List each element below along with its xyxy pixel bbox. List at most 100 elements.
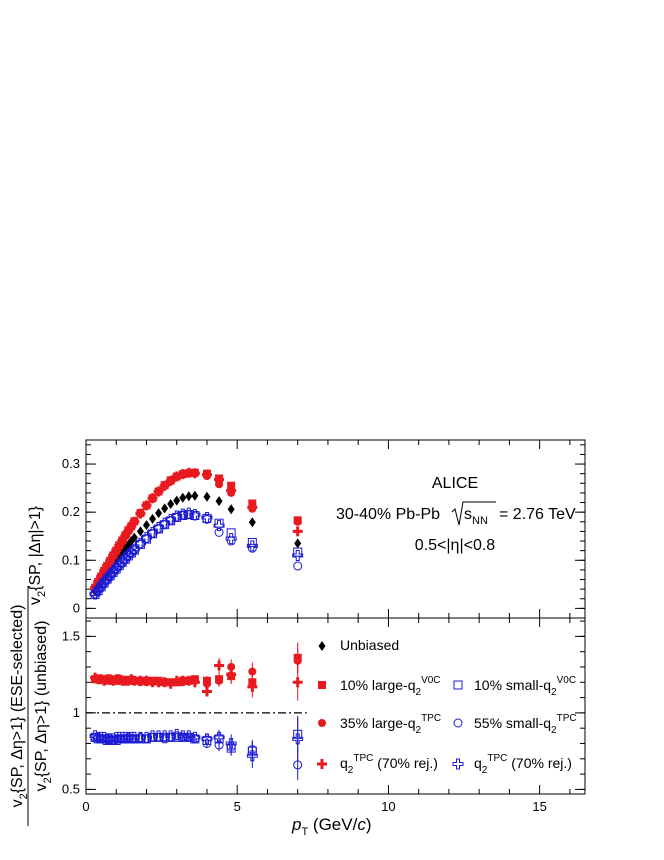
bottom-data-point xyxy=(293,760,303,770)
annotation-energy: = 2.76 TeV xyxy=(499,506,576,523)
top-data-point xyxy=(248,517,256,528)
bottom-y-tick-label: 0.5 xyxy=(62,781,80,796)
bottom-data-point xyxy=(292,733,304,745)
top-data-point xyxy=(201,469,212,480)
legend-rej-blue: q2TPC (70% rej.) xyxy=(474,753,572,776)
top-data-point xyxy=(114,540,125,551)
top-data-point xyxy=(293,517,302,526)
legend-large-v0c: 10% large-q2V0C xyxy=(340,675,441,698)
top-y-tick-label: 0 xyxy=(73,600,80,615)
bottom-panel-data xyxy=(89,642,304,781)
top-panel-axes: 0 0.1 0.2 0.3 xyxy=(62,440,585,619)
legend: Unbiased 10% large-q2V0C 10% small-q2V0C… xyxy=(317,637,577,776)
top-data-point xyxy=(227,504,235,515)
top-data-point xyxy=(214,474,225,485)
top-data-point xyxy=(108,567,118,577)
top-data-point xyxy=(96,571,107,582)
legend-marker-rej-blue xyxy=(452,758,464,770)
top-data-point xyxy=(247,502,258,513)
top-ylabel: v2{SP, |Δη|>1} xyxy=(27,505,48,605)
bottom-data-point xyxy=(177,675,188,686)
top-data-point xyxy=(226,485,237,496)
legend-marker-rej-red xyxy=(317,759,327,769)
bottom-data-point xyxy=(247,681,258,692)
top-data-point xyxy=(140,532,152,544)
top-y-tick-label: 0.2 xyxy=(62,504,80,519)
bottom-data-point xyxy=(99,675,110,686)
top-data-point xyxy=(111,563,121,573)
top-data-point xyxy=(155,508,163,519)
top-data-point xyxy=(111,545,122,556)
bottom-data-point xyxy=(183,675,194,686)
top-data-point xyxy=(153,486,164,497)
top-data-point xyxy=(123,525,134,536)
top-data-point xyxy=(292,526,303,537)
top-data-point xyxy=(120,554,130,564)
bottom-data-point xyxy=(171,675,182,686)
bottom-data-point xyxy=(292,677,303,688)
top-data-point xyxy=(247,543,257,553)
top-data-point xyxy=(136,526,144,537)
bottom-data-point xyxy=(90,672,101,683)
top-data-point xyxy=(135,539,145,549)
bottom-data-point xyxy=(213,731,225,743)
top-data-point xyxy=(293,561,303,571)
top-data-point xyxy=(102,560,113,571)
bottom-x-tick-label: 0 xyxy=(82,799,89,814)
xlabel: pT (GeV/c) xyxy=(291,815,372,838)
top-panel-data xyxy=(89,467,304,600)
top-data-point xyxy=(126,521,137,532)
annotation-sqrt-s-sub: NN xyxy=(472,515,488,527)
top-data-point xyxy=(226,528,236,538)
bottom-data-point xyxy=(141,675,152,686)
top-data-point xyxy=(247,537,257,547)
top-data-point xyxy=(171,471,182,482)
top-data-point xyxy=(214,527,224,537)
top-data-point xyxy=(185,491,193,502)
legend-small-tpc: 55% small-q2TPC xyxy=(474,713,577,736)
bottom-y-tick-label: 1.5 xyxy=(62,628,80,643)
top-data-point xyxy=(213,520,225,532)
bottom-ylabel-denominator: v2{SP, Δη>1} (unbiased) xyxy=(33,621,54,792)
bottom-data-point xyxy=(126,674,137,685)
bottom-data-point xyxy=(108,675,119,686)
bottom-data-point xyxy=(202,679,211,688)
top-data-point xyxy=(189,509,201,521)
top-data-point xyxy=(147,493,158,504)
top-data-point xyxy=(161,503,169,514)
bottom-panel-axes: 0 5 10 15 0.5 1 1.5 xyxy=(62,618,585,814)
top-data-point xyxy=(142,520,150,531)
annotation-sqrt-s-symbol: s xyxy=(464,506,472,523)
bottom-data-point xyxy=(248,667,257,676)
bottom-data-point xyxy=(147,677,158,688)
sqrt-sign-icon xyxy=(451,501,496,526)
top-data-point xyxy=(141,500,152,511)
bottom-x-tick-label: 5 xyxy=(234,799,241,814)
top-data-point xyxy=(215,496,223,507)
bottom-data-point xyxy=(201,686,212,697)
annotation-eta-range: 0.5<|η|<0.8 xyxy=(415,537,495,554)
top-data-point xyxy=(159,517,171,529)
bottom-data-point xyxy=(225,737,237,749)
top-data-point xyxy=(203,491,211,502)
annotation-experiment: ALICE xyxy=(432,475,478,492)
bottom-x-tick-label: 15 xyxy=(532,799,546,814)
annotation-sqrt-s: sNN xyxy=(464,506,488,527)
top-data-point xyxy=(225,533,237,545)
top-y-tick-label: 0.1 xyxy=(62,552,80,567)
top-data-point xyxy=(153,522,165,534)
bottom-data-point xyxy=(183,730,195,742)
legend-marker-large-tpc xyxy=(318,719,326,727)
bottom-data-point xyxy=(189,677,200,688)
bottom-data-point xyxy=(189,731,201,743)
bottom-data-point xyxy=(214,660,225,671)
top-data-point xyxy=(117,535,128,546)
top-data-point xyxy=(159,480,170,491)
bottom-data-point xyxy=(215,676,224,685)
legend-marker-large-v0c xyxy=(318,681,326,689)
bottom-data-point xyxy=(123,675,134,686)
bottom-data-point xyxy=(153,677,164,688)
bottom-data-point xyxy=(114,674,125,685)
top-data-point xyxy=(128,543,140,555)
